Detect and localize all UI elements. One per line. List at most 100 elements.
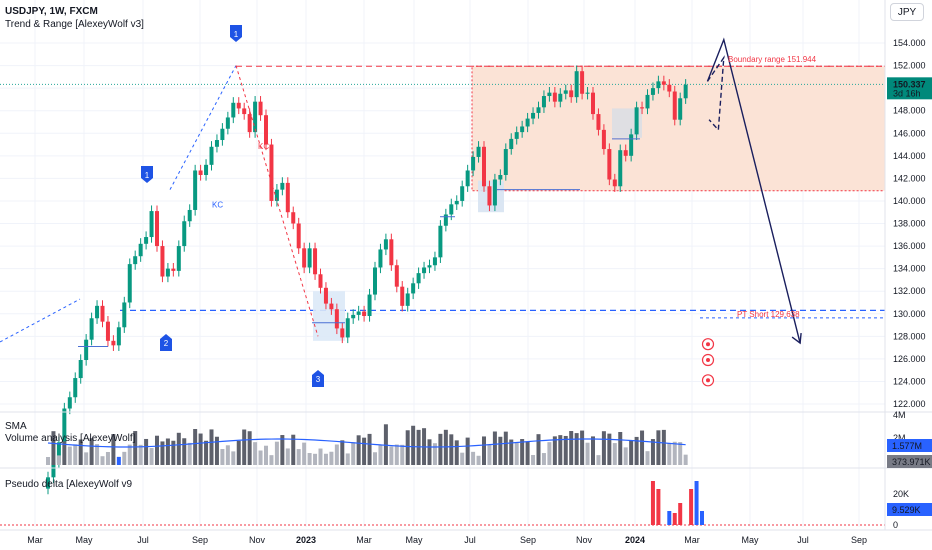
candle-body <box>650 88 655 95</box>
candle-body <box>454 200 459 205</box>
candle-body <box>296 223 301 249</box>
candle-body <box>67 397 72 409</box>
volume-bar <box>591 436 595 465</box>
signal-marker-label: 1 <box>145 171 150 180</box>
indicator-volume-label[interactable]: Volume analysis [AlexeyWolf] <box>5 433 136 444</box>
volume-bar <box>552 436 557 465</box>
delta-bar <box>650 481 655 525</box>
price-tick: 138.000 <box>893 219 926 229</box>
volume-bar <box>258 450 263 465</box>
candle-body <box>198 170 203 175</box>
sma-badge <box>887 439 932 452</box>
volume-bar <box>253 442 258 465</box>
candle-body <box>165 268 170 277</box>
volume-bar <box>46 457 50 465</box>
volume-bar <box>482 436 486 465</box>
candle-body <box>596 114 601 130</box>
candle-body <box>607 149 612 180</box>
volume-bar <box>618 431 623 465</box>
signal-marker: 2 <box>160 334 172 351</box>
volume-bar <box>362 437 367 465</box>
volume-bar <box>634 436 639 465</box>
price-tick: 154.000 <box>893 38 926 48</box>
candle-body <box>209 146 214 165</box>
candle-body <box>204 164 209 175</box>
candle-body <box>367 294 372 317</box>
projection-arrowhead <box>791 333 802 345</box>
signal-marker-shape <box>141 166 153 183</box>
volume-bar <box>318 448 323 465</box>
volume-bar <box>667 442 672 465</box>
volume-bar <box>116 456 121 465</box>
candle-body <box>187 209 192 222</box>
candle-body <box>422 267 427 274</box>
indicator-sma-label[interactable]: SMA <box>5 421 27 432</box>
volume-value: 373.971K <box>892 457 931 467</box>
candle-body <box>176 246 181 271</box>
trend-line <box>235 65 319 337</box>
volume-bar <box>378 444 383 465</box>
event-icon-dot <box>706 378 710 383</box>
volume-bar <box>492 431 497 465</box>
signal-marker-shape <box>160 334 172 351</box>
candle-body <box>171 268 176 271</box>
axis-labels: 154.000152.000150.000148.000146.000144.0… <box>27 38 932 545</box>
price-tick: 126.000 <box>893 354 926 364</box>
candle-body <box>618 150 623 187</box>
date-tick: Mar <box>684 535 700 545</box>
price-tick: 142.000 <box>893 173 926 183</box>
volume-bar <box>193 429 198 465</box>
candle-body <box>334 309 339 329</box>
candle-body <box>214 140 219 147</box>
candle-body <box>280 182 285 190</box>
candle-body <box>558 93 563 102</box>
volume-bar <box>73 444 78 465</box>
indicator-main-label[interactable]: Trend & Range [AlexeyWolf v3] <box>5 19 144 30</box>
date-tick: Jul <box>464 535 476 545</box>
candle-body <box>258 101 263 116</box>
candle-body <box>623 150 628 156</box>
candle-body <box>318 274 323 288</box>
volume-bar <box>340 440 345 465</box>
volume-bar <box>449 434 454 465</box>
volume-bar <box>536 434 541 465</box>
delta-bar <box>689 489 694 525</box>
signal-marker-shape <box>230 25 242 42</box>
candle-body <box>541 96 546 108</box>
volume-bar <box>531 454 536 465</box>
volume-bar <box>389 446 394 465</box>
volume-bar <box>383 424 388 465</box>
date-tick: Sep <box>851 535 867 545</box>
date-tick: Nov <box>576 535 593 545</box>
date-tick: May <box>75 535 93 545</box>
volume-bar <box>672 441 677 465</box>
signal-markers: 1 1 2 3 <box>141 25 715 387</box>
volume-bar <box>138 444 143 465</box>
volume-bar <box>661 429 666 465</box>
candle-body <box>383 239 388 250</box>
volume-bar <box>231 451 236 465</box>
candle-body <box>291 212 296 224</box>
current-price-badge <box>887 77 932 100</box>
candle-body <box>460 186 465 201</box>
volume-bar <box>329 451 334 465</box>
date-tick: Mar <box>27 535 43 545</box>
delta-bar <box>678 503 683 525</box>
volume-bar <box>656 430 661 465</box>
indicator-delta-label[interactable]: Pseudo delta [AlexeyWolf v9 <box>5 479 133 490</box>
currency-button[interactable]: JPY <box>890 3 924 21</box>
projection-alt-path <box>706 55 725 132</box>
candle-body <box>231 102 236 118</box>
volume-bar <box>465 437 470 465</box>
candle-body <box>634 107 639 135</box>
candle-body <box>313 248 318 275</box>
candle-body <box>149 211 154 238</box>
price-tick: 136.000 <box>893 241 926 251</box>
volume-bar <box>520 439 525 465</box>
drawings: Boundary range 151.944 PT Short 129.638 KC… <box>0 37 817 347</box>
event-icon-dot <box>706 358 710 363</box>
volume-bar <box>650 439 655 465</box>
volume-bar <box>269 455 274 465</box>
candle-body <box>498 174 503 180</box>
